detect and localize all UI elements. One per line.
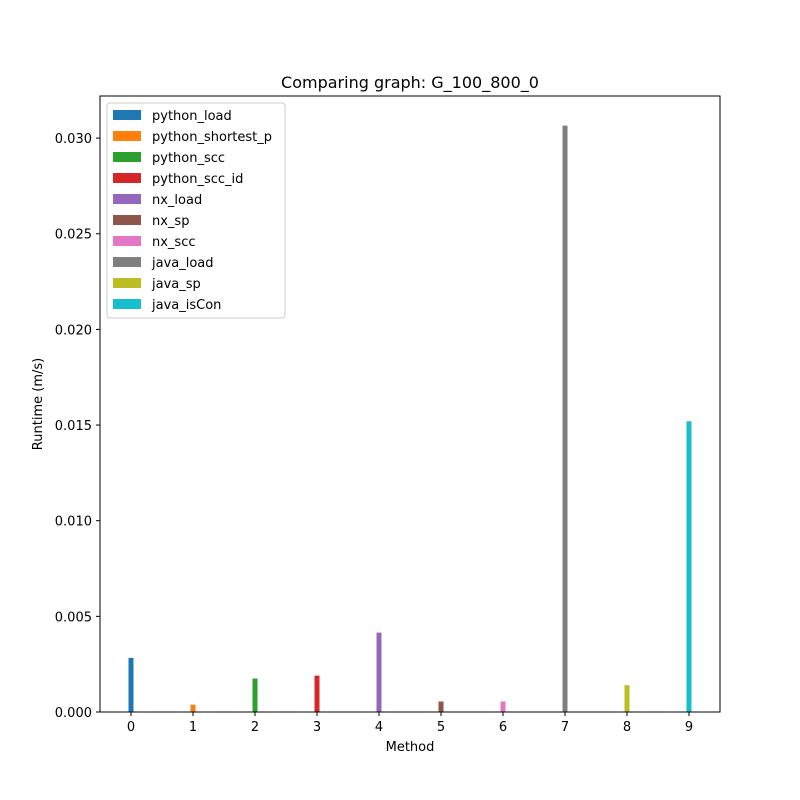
y-tick-label: 0.030 <box>55 132 92 147</box>
bar-java_isCon <box>686 421 692 712</box>
y-tick-label: 0.025 <box>55 228 92 243</box>
legend-label-nx_load: nx_load <box>152 193 202 208</box>
bar-python_shortest_p <box>190 704 196 712</box>
x-tick-label: 7 <box>561 720 569 735</box>
legend-swatch-nx_load <box>113 194 141 204</box>
y-tick-label: 0.005 <box>55 610 92 625</box>
legend-swatch-python_scc <box>113 152 141 162</box>
x-tick-label: 9 <box>685 720 693 735</box>
bars-group <box>128 125 692 713</box>
x-tick-label: 1 <box>189 720 197 735</box>
legend-label-nx_scc: nx_scc <box>152 235 196 250</box>
x-tick-label: 4 <box>375 720 383 735</box>
x-tick-label: 8 <box>623 720 631 735</box>
y-tick-label: 0.000 <box>55 706 92 721</box>
legend-swatch-nx_sp <box>113 215 141 225</box>
y-axis-ticks: 0.000 0.005 0.010 0.015 0.020 0.025 0.030 <box>55 132 100 721</box>
y-tick-label: 0.010 <box>55 515 92 530</box>
legend-label-java_isCon: java_isCon <box>151 298 221 313</box>
bar-nx_sp <box>438 701 444 712</box>
bar-nx_load <box>376 632 382 712</box>
x-tick-label: 5 <box>437 720 445 735</box>
bar-java_load <box>562 125 568 713</box>
plot-frame <box>99 95 721 713</box>
x-tick-label: 0 <box>127 720 135 735</box>
x-tick-label: 6 <box>499 720 507 735</box>
y-tick-label: 0.020 <box>55 323 92 338</box>
legend-label-python_shortest_p: python_shortest_p <box>152 130 272 145</box>
bar-python_scc_id <box>314 675 320 712</box>
x-axis-label: Method <box>386 740 435 755</box>
legend-label-python_scc: python_scc <box>152 151 225 166</box>
legend: python_load python_shortest_p python_sccpy… <box>106 102 286 319</box>
y-axis-label: Runtime (m/s) <box>31 358 46 450</box>
y-tick-label: 0.015 <box>55 419 92 434</box>
bar-python_scc <box>252 678 258 712</box>
legend-swatch-nx_scc <box>113 236 141 246</box>
legend-label-java_sp: java_sp <box>151 277 201 292</box>
bar-java_sp <box>624 685 630 712</box>
legend-label-java_load: java_load <box>151 256 214 271</box>
legend-box <box>106 102 286 319</box>
bar-nx_scc <box>500 701 506 712</box>
chart-title: Comparing graph: G_100_800_0 <box>281 73 539 93</box>
legend-swatch-python_load <box>113 110 141 120</box>
legend-swatch-python_shortest_p <box>113 131 141 141</box>
legend-label-python_load: python_load <box>152 109 232 124</box>
legend-swatch-java_sp <box>113 278 141 288</box>
x-tick-label: 3 <box>313 720 321 735</box>
legend-label-nx_sp: nx_sp <box>152 214 189 229</box>
x-axis-ticks: 0 1 2 3 4 5 6 7 8 9 <box>127 712 693 735</box>
legend-swatch-python_scc_id <box>113 173 141 183</box>
legend-swatch-java_isCon <box>113 299 141 309</box>
bar-python_load <box>128 657 134 712</box>
legend-swatch-java_load <box>113 257 141 267</box>
legend-label-python_scc_id: python_scc_id <box>152 172 243 187</box>
x-tick-label: 2 <box>251 720 259 735</box>
